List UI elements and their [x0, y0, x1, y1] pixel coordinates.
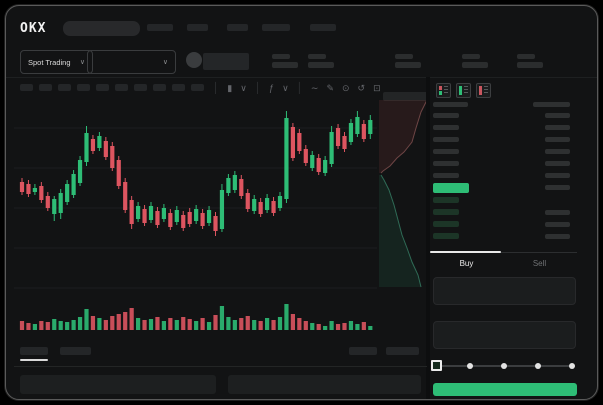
- buy-button[interactable]: [433, 383, 577, 396]
- orderbook-header-amount: [533, 102, 570, 107]
- slider-stop-50[interactable]: [501, 363, 507, 369]
- nav-item-3[interactable]: [227, 24, 248, 31]
- orderbook-size-bar: [545, 185, 570, 190]
- buy-tab-active-indicator: [430, 251, 501, 253]
- timeframe-button-3[interactable]: [58, 84, 71, 91]
- ask-size: [545, 113, 570, 118]
- bid-size: [545, 222, 570, 227]
- timeframe-button-8[interactable]: [153, 84, 166, 91]
- chevron-down-icon: ∨: [162, 59, 168, 66]
- chart-type-icon[interactable]: ▮: [227, 82, 233, 93]
- book-both-icon[interactable]: [436, 83, 451, 98]
- nav-item-2[interactable]: [187, 24, 208, 31]
- bottom-tab-2[interactable]: [60, 347, 91, 355]
- ask-size: [545, 137, 570, 142]
- stat-label-4: [462, 54, 480, 59]
- bid-price[interactable]: [433, 233, 459, 239]
- bid-size: [545, 234, 570, 239]
- stat-label-2: [308, 54, 326, 59]
- ask-price[interactable]: [433, 137, 459, 142]
- bottom-tab-1[interactable]: [20, 347, 48, 355]
- slider-stop-25[interactable]: [467, 363, 473, 369]
- timeframe-button-7[interactable]: [134, 84, 147, 91]
- snapshot-icon[interactable]: ⊙: [342, 82, 350, 93]
- ask-size: [545, 161, 570, 166]
- bid-price[interactable]: [433, 209, 459, 215]
- fullscreen-icon[interactable]: ⊡: [373, 82, 381, 93]
- ask-size: [545, 173, 570, 178]
- last-price-highlight: [433, 183, 469, 193]
- depth-side-panel: [379, 99, 428, 288]
- history-icon[interactable]: ↺: [357, 82, 366, 93]
- timeframe-button-9[interactable]: [172, 84, 185, 91]
- tab-buy[interactable]: Buy: [459, 259, 474, 268]
- search-input[interactable]: [63, 21, 140, 36]
- bottom-tab-active-indicator: [20, 359, 48, 361]
- ask-price[interactable]: [433, 113, 459, 118]
- stat-label-5: [517, 54, 535, 59]
- pair-name-placeholder: [203, 53, 249, 70]
- book-bids-icon[interactable]: [456, 83, 471, 98]
- ask-size: [545, 125, 570, 130]
- stat-label-1: [272, 54, 290, 59]
- ask-size: [545, 149, 570, 154]
- indicators-icon[interactable]: ƒ: [269, 83, 275, 93]
- bottom-action-1[interactable]: [349, 347, 377, 355]
- okx-logo: OKX: [20, 21, 47, 36]
- ask-price[interactable]: [433, 173, 459, 178]
- trade-tabs-divider: [430, 252, 577, 253]
- line-tool-icon[interactable]: ∼: [310, 82, 319, 93]
- tab-sell[interactable]: Sell: [532, 259, 547, 268]
- orderbook-header-price: [433, 102, 468, 107]
- slider-stop-100[interactable]: [569, 363, 575, 369]
- bottom-panel-right: [228, 375, 421, 394]
- timeframe-button-1[interactable]: [20, 84, 33, 91]
- bid-price[interactable]: [433, 221, 459, 227]
- pair-selector-dropdown[interactable]: ∨: [87, 50, 176, 74]
- slider-handle[interactable]: [431, 360, 442, 371]
- chart-toolbar-icons: │ ▮ ∨ │ ƒ ∨ │ ∼ ✎ ⊙ ↺ ⊡: [213, 82, 381, 94]
- bid-price[interactable]: [433, 197, 459, 203]
- chevron-down-icon: ∨: [79, 59, 85, 66]
- market-type-label: Spot Trading: [28, 57, 71, 67]
- nav-item-4[interactable]: [262, 24, 290, 31]
- price-input[interactable]: [433, 277, 576, 305]
- timeframe-button-6[interactable]: [115, 84, 128, 91]
- divider: [14, 366, 427, 367]
- ask-price[interactable]: [433, 125, 459, 130]
- candlestick-chart[interactable]: [14, 95, 379, 340]
- trade-tabs: Buy Sell: [430, 254, 577, 268]
- amount-input[interactable]: [433, 321, 576, 349]
- bid-size: [545, 210, 570, 215]
- slider-stop-75[interactable]: [535, 363, 541, 369]
- coin-icon: [186, 52, 202, 68]
- divider: [426, 77, 430, 399]
- nav-item-5[interactable]: [310, 24, 336, 31]
- stat-label-3: [395, 54, 413, 59]
- timeframe-button-2[interactable]: [39, 84, 52, 91]
- market-type-dropdown[interactable]: Spot Trading ∨: [20, 50, 93, 74]
- bottom-panel-left: [20, 375, 216, 394]
- book-asks-icon[interactable]: [476, 83, 491, 98]
- timeframe-button-4[interactable]: [77, 84, 90, 91]
- draw-icon[interactable]: ✎: [326, 82, 334, 93]
- bottom-action-2[interactable]: [386, 347, 419, 355]
- current-price-label: [383, 92, 430, 101]
- ask-price[interactable]: [433, 161, 459, 166]
- okx-app-window: OKX Spot Trading ∨ ∨ │ ▮ ∨ │: [5, 5, 598, 400]
- ask-price[interactable]: [433, 149, 459, 154]
- timeframe-button-5[interactable]: [96, 84, 109, 91]
- chevron-down-icon[interactable]: ∨: [282, 82, 289, 93]
- divider: [6, 77, 597, 78]
- nav-item-1[interactable]: [147, 24, 173, 31]
- chevron-down-icon[interactable]: ∨: [240, 82, 247, 93]
- timeframe-button-10[interactable]: [191, 84, 204, 91]
